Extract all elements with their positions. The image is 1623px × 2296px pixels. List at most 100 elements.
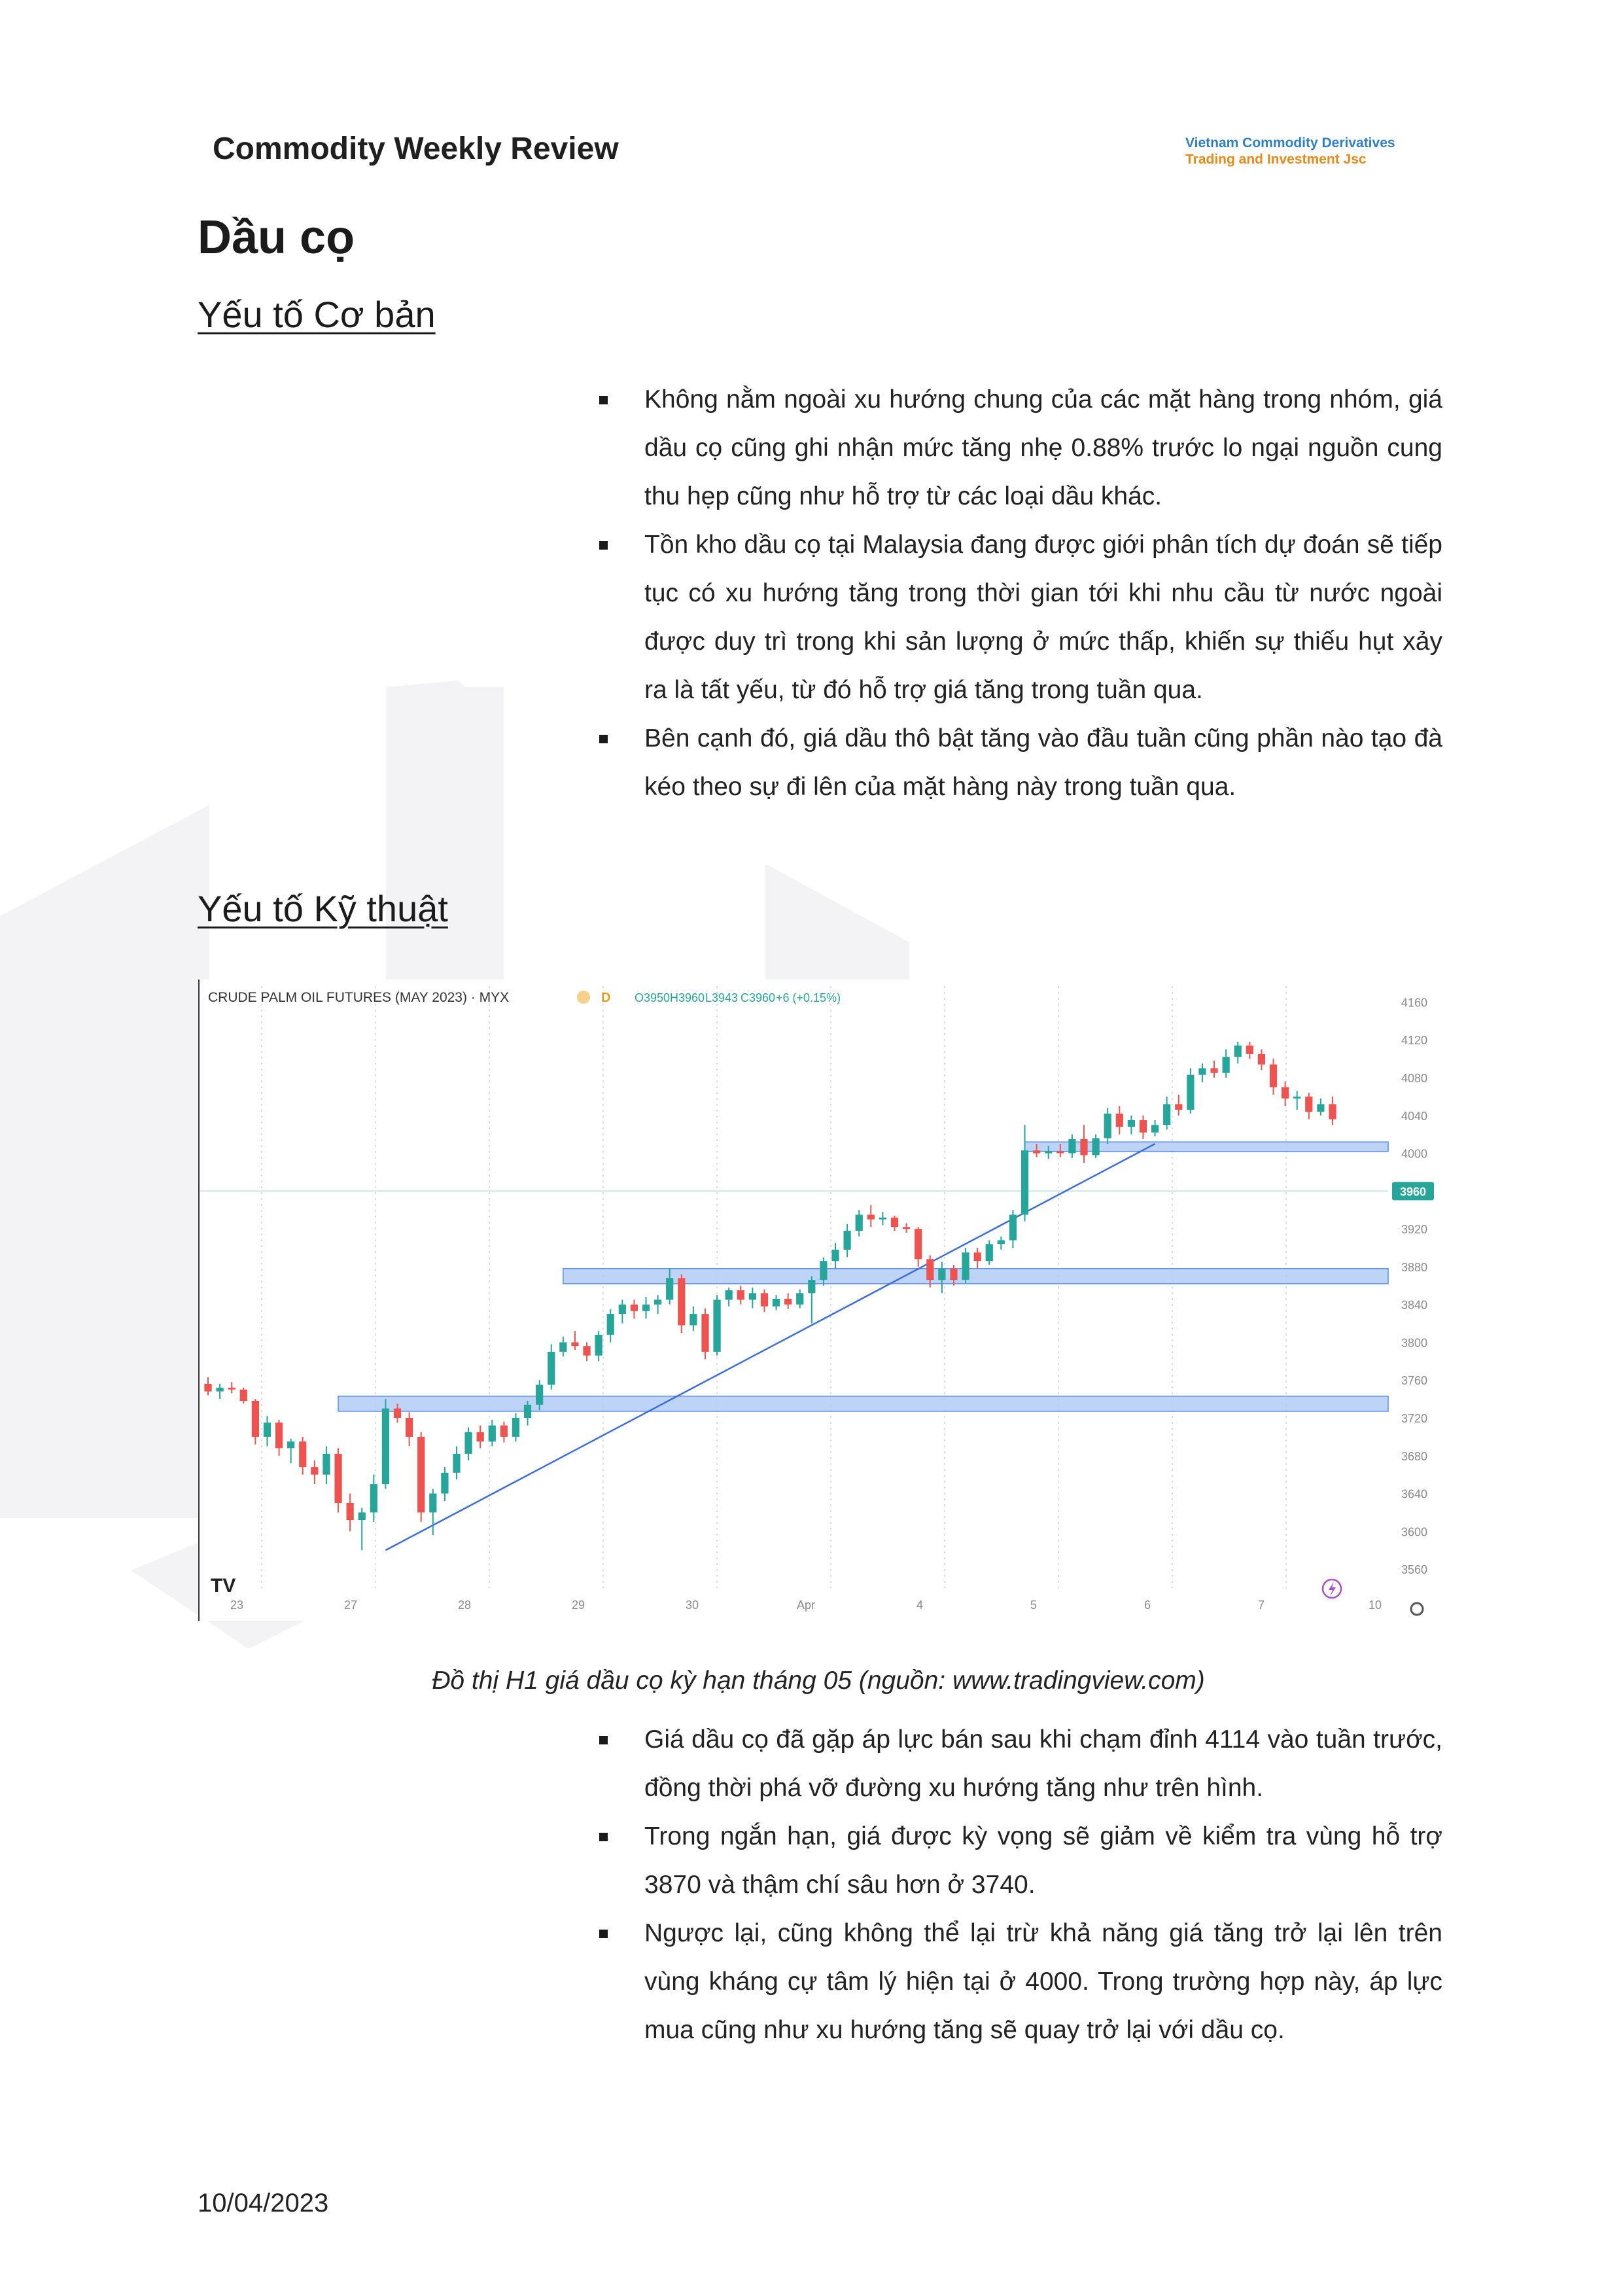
candlestick-chart-svg: 4160 4120 4080 4040 4000 3960 3920 3880 3840 3800… [198, 980, 1434, 1621]
candle-body [1269, 1064, 1278, 1087]
candle-body [890, 1217, 899, 1227]
candle-body [1329, 1104, 1336, 1120]
ohlc-value: C3960 [741, 991, 775, 1004]
candle-body [583, 1346, 591, 1356]
x-tick-label: 29 [572, 1598, 585, 1612]
y-tick-label: 4120 [1401, 1034, 1427, 1047]
candle-body [381, 1408, 390, 1485]
y-tick-label: 3560 [1401, 1563, 1427, 1576]
y-tick-label: 3840 [1401, 1299, 1427, 1312]
status-dot-icon [577, 991, 590, 1004]
candle-body [251, 1401, 259, 1437]
y-tick-label: 4160 [1401, 996, 1427, 1009]
candle-body [642, 1304, 650, 1311]
y-tick-label: 3680 [1401, 1450, 1427, 1463]
y-tick-label: 3760 [1401, 1374, 1427, 1387]
candle-body [1080, 1139, 1088, 1156]
candle-body [334, 1453, 342, 1503]
chart-title: CRUDE PALM OIL FUTURES (MAY 2023) · MYX [208, 990, 509, 1005]
candle-body [820, 1261, 828, 1280]
candle-body [867, 1214, 875, 1220]
candle-body [1115, 1113, 1123, 1127]
candle-body [962, 1252, 969, 1280]
candle-body [393, 1408, 402, 1418]
ohlc-value: O3950 [635, 991, 670, 1004]
logo-line-1: Vietnam Commodity Derivatives [1185, 135, 1395, 150]
company-logo: Vietnam Commodity Derivatives Trading an… [1185, 135, 1395, 168]
x-tick-label: 23 [230, 1598, 243, 1612]
candle-body [228, 1387, 236, 1390]
fundamentals-heading: Yếu tố Cơ bản [198, 294, 436, 335]
candle-body [1163, 1104, 1171, 1125]
candle-body [1317, 1104, 1325, 1112]
candle-body [299, 1441, 307, 1468]
candle-body [701, 1314, 709, 1352]
y-tick-label: 4040 [1401, 1110, 1427, 1123]
support-resistance-zone [563, 1268, 1389, 1284]
last-price-label: 3960 [1400, 1185, 1426, 1198]
list-item: Giá dầu cọ đã gặp áp lực bán sau khi chạ… [592, 1716, 1442, 1812]
support-resistance-zone [1024, 1141, 1389, 1152]
ohlc-value: H3960 [670, 991, 705, 1004]
candle-body [689, 1314, 697, 1326]
candle-body [725, 1290, 733, 1300]
candle-body [571, 1342, 579, 1347]
candle-body [606, 1314, 614, 1335]
x-tick-label: 27 [344, 1598, 357, 1612]
list-item: Tồn kho dầu cọ tại Malaysia đang được gi… [592, 521, 1442, 715]
ohlc-value: L3943 [705, 991, 738, 1004]
candle-body [926, 1259, 934, 1280]
candle-body [406, 1418, 413, 1437]
candle-body [973, 1252, 981, 1262]
settings-gear-icon [1410, 1602, 1424, 1616]
candle-body [1045, 1151, 1053, 1154]
candle-body [559, 1342, 567, 1352]
candle-body [855, 1214, 863, 1231]
candle-body [1068, 1139, 1076, 1154]
candle-body [808, 1280, 816, 1294]
candle-body [831, 1249, 839, 1262]
candle-body [346, 1503, 354, 1520]
x-tick-label: 28 [458, 1598, 471, 1612]
candle-body [311, 1467, 319, 1475]
x-tick-label: 7 [1258, 1598, 1265, 1612]
logo-line-2: Trading and Investment Jsc [1185, 152, 1367, 167]
candle-body [1021, 1150, 1029, 1215]
candle-body [630, 1304, 638, 1311]
candle-body [772, 1299, 780, 1307]
candle-body [488, 1425, 496, 1442]
candle-body [204, 1384, 212, 1392]
candle-body [1139, 1120, 1147, 1133]
technical-heading: Yếu tố Kỹ thuật [198, 888, 448, 929]
interval-badge: D [601, 991, 610, 1005]
y-tick-label: 4080 [1401, 1072, 1427, 1085]
candle-body [548, 1351, 555, 1385]
lightning-icon [1321, 1578, 1342, 1599]
list-item: Trong ngắn hạn, giá được kỳ vọng sẽ giảm… [592, 1812, 1442, 1909]
candle-body [1198, 1068, 1206, 1075]
candle-body [678, 1278, 686, 1326]
candle-body [1222, 1057, 1230, 1073]
candle-body [1282, 1087, 1289, 1099]
chart-caption: Đồ thị H1 giá dầu cọ kỳ hạn tháng 05 (ng… [432, 1667, 1205, 1695]
candle-body [500, 1425, 508, 1437]
candle-body [275, 1422, 283, 1449]
candle-body [1009, 1214, 1017, 1241]
x-tick-label: Apr [797, 1598, 815, 1612]
candle-body [429, 1493, 437, 1513]
candle-body [536, 1385, 544, 1405]
price-chart[interactable]: 4160 4120 4080 4040 4000 3960 3920 3880 3840 3800… [198, 980, 1439, 1621]
ohlc-value: +6 (+0.15%) [776, 991, 841, 1004]
candle-body [1305, 1096, 1313, 1112]
candle-body [618, 1304, 626, 1315]
candle-body [512, 1418, 520, 1437]
candle-body [938, 1268, 946, 1280]
y-tick-label: 3800 [1401, 1336, 1427, 1349]
candle-body [1210, 1068, 1218, 1073]
candle-body [1151, 1125, 1159, 1133]
support-resistance-zone [338, 1396, 1389, 1412]
candle-body [748, 1293, 756, 1300]
last-price-badge [1392, 1182, 1434, 1201]
list-item: Ngược lại, cũng không thể lại trừ khả nă… [592, 1909, 1442, 2055]
list-item: Bên cạnh đó, giá dầu thô bật tăng vào đầ… [592, 715, 1442, 811]
